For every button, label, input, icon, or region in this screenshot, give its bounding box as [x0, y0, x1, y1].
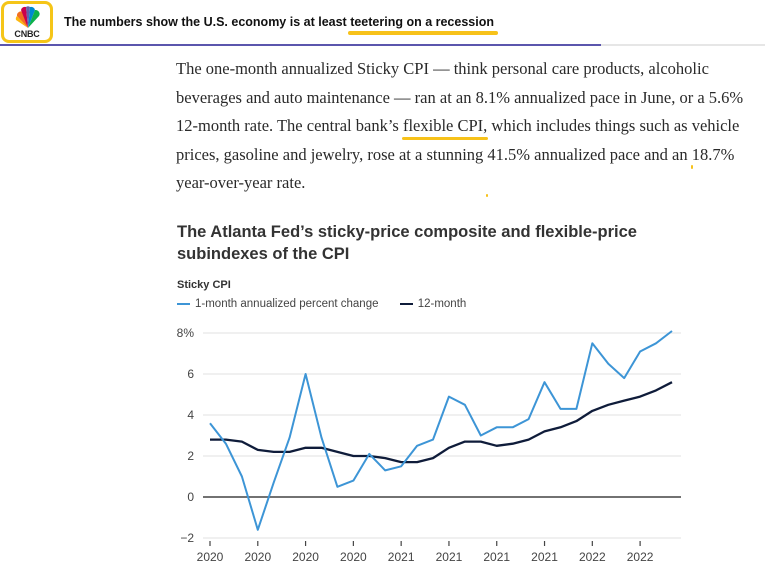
y-tick-label: 0: [187, 490, 194, 504]
headline-highlight-underline: [348, 31, 498, 35]
article-headline: The numbers show the U.S. economy is at …: [64, 15, 498, 35]
article-body: The one-month annualized Sticky CPI — th…: [176, 55, 756, 198]
highlighted-text: flexible CPI,: [402, 116, 488, 135]
article-header-bar: CNBC The numbers show the U.S. economy i…: [0, 0, 765, 46]
x-tick-label: 2021: [388, 550, 415, 564]
paragraph-text: The one-month annualized Sticky CPI — th…: [176, 59, 744, 135]
x-tick-label: 2021: [436, 550, 463, 564]
legend-label-12-month: 12-month: [417, 298, 467, 310]
x-tick-label: 2022: [579, 550, 606, 564]
x-tick-label: 2020: [340, 550, 367, 564]
headline-highlight: teetering on a recession: [350, 15, 494, 29]
article-paragraph: The one-month annualized Sticky CPI — th…: [176, 55, 756, 198]
peacock-icon: [15, 6, 40, 28]
x-tick-label: 2020: [244, 550, 271, 564]
paragraph-text: which includes things such as: [487, 116, 692, 135]
legend-item-1-month: 1-month annualized percent change: [177, 298, 379, 310]
y-tick-label: 8%: [177, 326, 195, 340]
chart-title: The Atlanta Fed’s sticky-price composite…: [177, 223, 637, 263]
cnbc-logo[interactable]: CNBC: [1, 1, 53, 43]
x-tick-label: 2021: [483, 550, 510, 564]
x-tick-label: 2021: [531, 550, 558, 564]
x-tick-label: 2022: [627, 550, 654, 564]
y-tick-label: 4: [187, 408, 194, 422]
y-tick-label: 6: [187, 367, 194, 381]
highlighted-text: 41.5% annualized pace and an 18.7% year-…: [176, 144, 735, 193]
chart-subtitle: Sticky CPI: [177, 279, 231, 291]
series-line-1-month: [209, 330, 673, 531]
chart-legend: 1-month annualized percent change 12-mon…: [177, 296, 484, 310]
legend-item-12-month: 12-month: [399, 298, 467, 310]
x-tick-label: 2020: [292, 550, 319, 564]
series-line-12-month: [210, 381, 673, 464]
x-tick-label: 2020: [197, 550, 224, 564]
legend-swatch-12-month: [399, 303, 413, 305]
y-tick-label: 2: [187, 449, 194, 463]
legend-swatch-1-month: [177, 303, 190, 305]
reading-progress-bar: [0, 44, 601, 46]
y-tick-label: −2: [180, 531, 194, 545]
headline-text: The numbers show the U.S. economy is at …: [64, 15, 351, 29]
legend-label-1-month: 1-month annualized percent change: [195, 298, 379, 310]
logo-text: CNBC: [14, 29, 40, 39]
highlighted-text: vehicle prices, gasoline and jewelry, ro…: [176, 116, 740, 164]
